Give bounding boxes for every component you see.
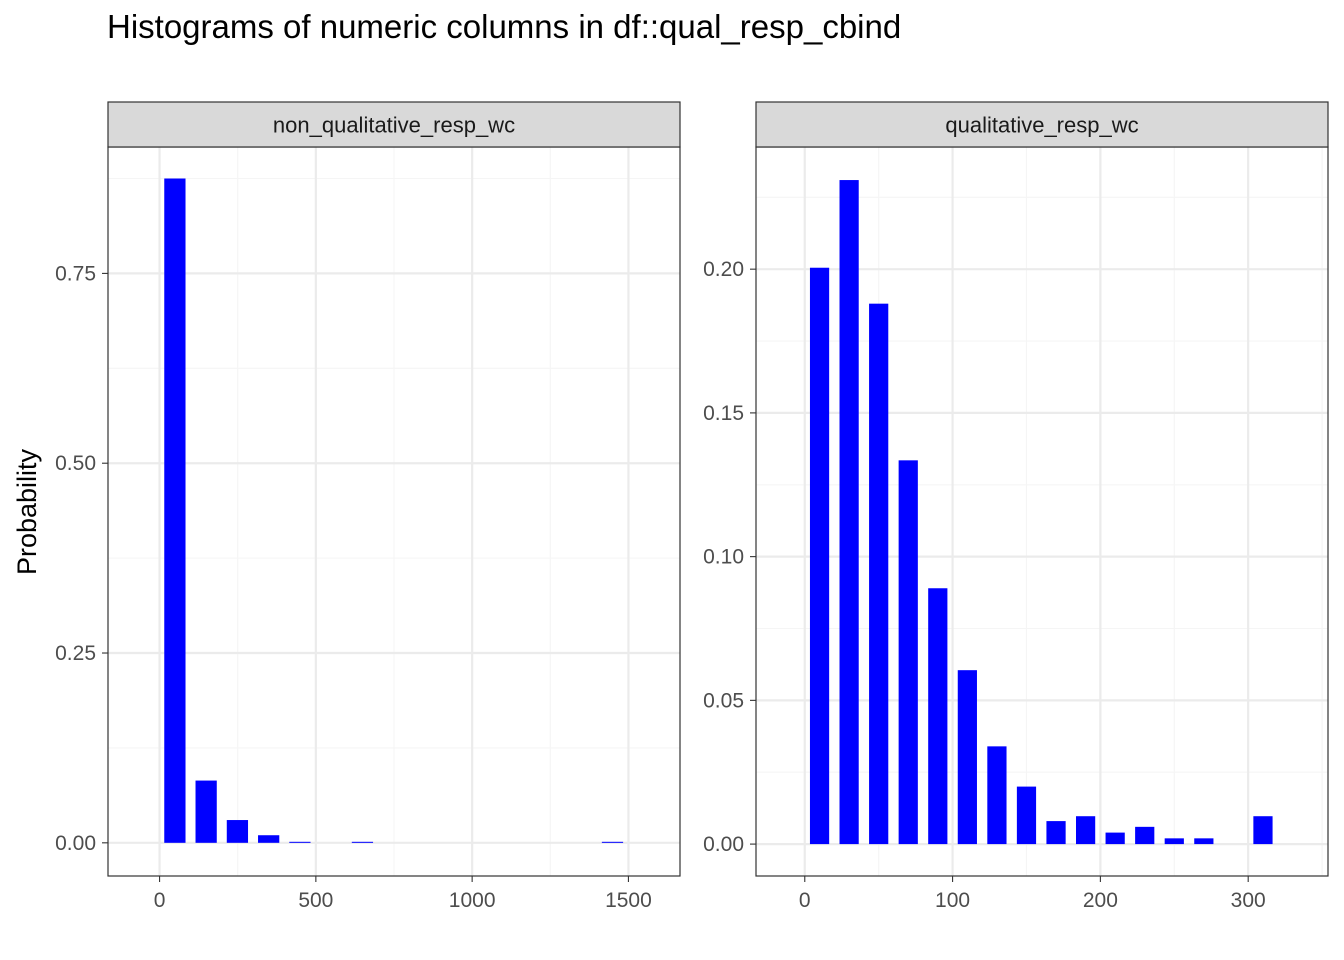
x-tick-label: 200 bbox=[1083, 889, 1118, 912]
facet-panel-1: non_qualitative_resp_wc 0 500 1000 1500 0.00 0… bbox=[55, 101, 681, 912]
histogram-bar bbox=[1105, 832, 1125, 845]
histogram-bar bbox=[351, 841, 374, 843]
histogram-bar bbox=[987, 746, 1007, 845]
y-axis-title: Probability bbox=[12, 448, 42, 575]
histogram-bar bbox=[1046, 821, 1066, 845]
facet-strip-label: qualitative_resp_wc bbox=[945, 113, 1138, 138]
facet-panel-2: qualitative_resp_wc 0 100 200 300 0.00 0.05 0.1… bbox=[703, 101, 1329, 912]
histogram-bar bbox=[1075, 816, 1096, 845]
y-tick-label: 0.05 bbox=[703, 689, 744, 712]
x-tick-label: 0 bbox=[154, 889, 166, 912]
histogram-bar bbox=[957, 670, 977, 845]
histogram-bar bbox=[1135, 826, 1155, 845]
x-tick-label: 1000 bbox=[449, 889, 496, 912]
histogram-bar bbox=[869, 303, 889, 845]
histogram-bar bbox=[898, 460, 918, 845]
histogram-bar bbox=[258, 835, 280, 843]
y-tick-label: 0.75 bbox=[55, 262, 96, 285]
histogram-bar bbox=[928, 588, 948, 845]
histogram-bar bbox=[601, 841, 624, 843]
y-tick-label: 0.25 bbox=[55, 642, 96, 665]
facet-strip bbox=[107, 101, 681, 148]
y-tick-label: 0.20 bbox=[703, 258, 744, 281]
histogram-bar bbox=[1194, 838, 1214, 845]
facet-panels: non_qualitative_resp_wc0 500 1000 15000.000… bbox=[55, 101, 1329, 912]
y-tick-label: 0.00 bbox=[703, 833, 744, 856]
histogram-bar bbox=[809, 267, 830, 845]
y-tick-label: 0.50 bbox=[55, 452, 96, 475]
histogram-bar bbox=[164, 178, 186, 843]
x-tick-label: 0 bbox=[799, 889, 811, 912]
chart-title: Histograms of numeric columns in df::qua… bbox=[107, 8, 901, 45]
x-tick-label: 1500 bbox=[605, 889, 652, 912]
facet-strip bbox=[755, 101, 1329, 148]
histogram-bar bbox=[289, 841, 311, 843]
y-tick-label: 0.15 bbox=[703, 402, 744, 425]
histogram-bar bbox=[195, 780, 217, 843]
x-tick-label: 300 bbox=[1231, 889, 1266, 912]
histogram-bar bbox=[226, 820, 249, 843]
histogram-bar bbox=[839, 180, 859, 845]
histogram-bar bbox=[1164, 838, 1184, 845]
histogram-bar bbox=[1253, 816, 1273, 845]
y-tick-label: 0.00 bbox=[55, 832, 96, 855]
facet-strip-label: non_qualitative_resp_wc bbox=[273, 113, 515, 138]
x-tick-label: 100 bbox=[935, 889, 970, 912]
histogram-bar bbox=[1016, 786, 1037, 845]
x-tick-label: 500 bbox=[298, 889, 333, 912]
y-tick-label: 0.10 bbox=[703, 546, 744, 569]
